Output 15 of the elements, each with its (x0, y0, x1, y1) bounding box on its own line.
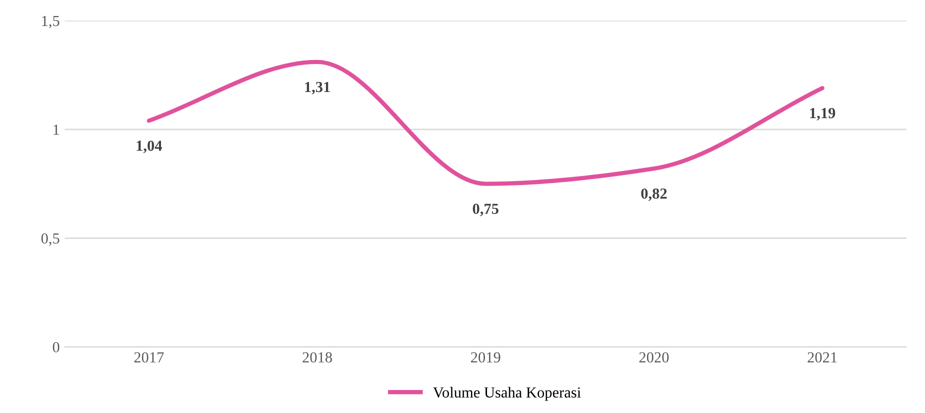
x-tick-label: 2021 (808, 352, 837, 363)
x-tick-label: 2017 (134, 352, 164, 363)
data-label: 1,31 (305, 82, 330, 94)
data-label: 1,19 (810, 108, 836, 120)
data-label: 1,04 (136, 140, 162, 154)
x-tick-label: 2018 (302, 352, 332, 363)
data-label: 0,82 (641, 188, 667, 201)
x-tick-label: 2020 (639, 352, 669, 363)
y-tick-label: 1,5 (42, 16, 60, 28)
x-tick-label: 2019 (471, 352, 500, 363)
y-tick-label: 1 (54, 124, 59, 135)
legend-label: Volume Usaha Koperasi (433, 386, 581, 401)
y-tick-label: 0 (52, 342, 60, 352)
y-tick-label: 0,5 (41, 233, 60, 246)
data-label: 0,75 (472, 204, 498, 216)
